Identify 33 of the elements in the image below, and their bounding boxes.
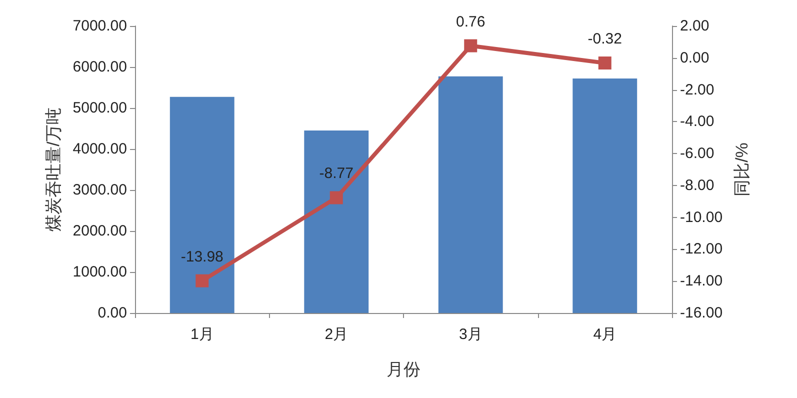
y2-tick-label: -8.00 xyxy=(680,176,714,194)
data-label: -13.98 xyxy=(180,248,224,266)
y2-tick-label: -14.00 xyxy=(680,272,723,290)
data-label: -8.77 xyxy=(319,165,354,182)
y2-tick-label: 2.00 xyxy=(680,18,710,34)
x-axis-title: 月份 xyxy=(386,360,420,379)
y-tick-label: 7000.00 xyxy=(72,18,127,34)
y-tick-label: 2000.00 xyxy=(72,222,127,240)
y2-tick-label: -10.00 xyxy=(680,208,723,226)
point xyxy=(330,191,343,204)
y-tick-label: 0.00 xyxy=(98,304,127,322)
y2-tick-label: -6.00 xyxy=(680,145,714,162)
x-tick-label: 2月 xyxy=(324,326,348,343)
y2-tick-label: -12.00 xyxy=(680,240,723,258)
y2-tick-label: -4.00 xyxy=(680,113,714,130)
point xyxy=(196,274,209,288)
x-tick-label: 4月 xyxy=(593,326,617,343)
x-tick-label: 3月 xyxy=(458,326,482,343)
data-label: 0.76 xyxy=(456,13,486,30)
y-tick-label: 1000.00 xyxy=(72,264,127,280)
y2-tick-label: -16.00 xyxy=(680,304,723,322)
y-tick-label: 4000.00 xyxy=(72,140,127,158)
point xyxy=(464,39,478,52)
y-tick-label: 5000.00 xyxy=(72,100,127,116)
y2-axis-title: 同比/% xyxy=(732,142,752,196)
data-label: -0.32 xyxy=(588,30,622,48)
y-axis-title: 煤炭吞吐量/万吨 xyxy=(44,108,63,232)
y-tick-label: 6000.00 xyxy=(72,58,127,76)
y2-tick-label: 0.00 xyxy=(680,49,710,66)
x-tick-label: 1月 xyxy=(190,326,214,343)
point xyxy=(598,56,612,70)
y2-tick-label: -2.00 xyxy=(680,81,714,98)
y-tick-label: 3000.00 xyxy=(72,182,127,198)
